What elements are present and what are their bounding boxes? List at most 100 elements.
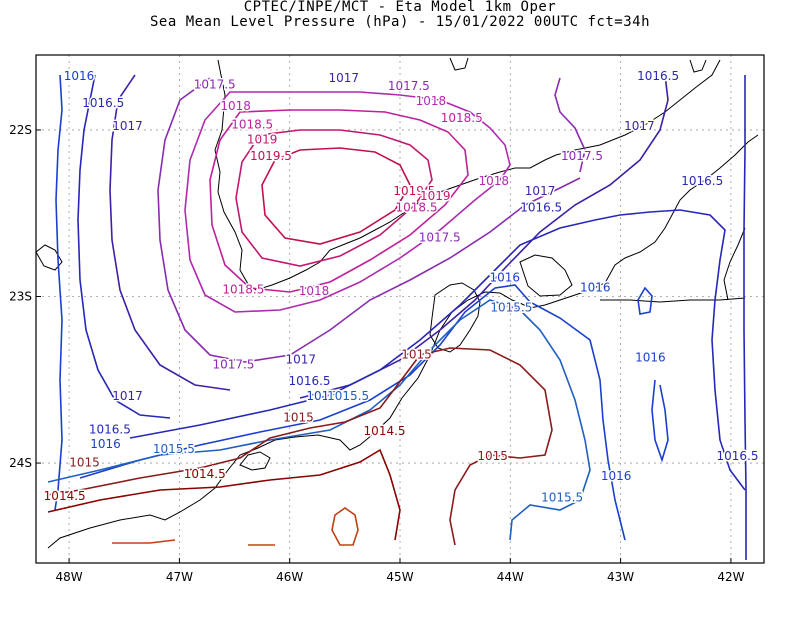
island-outline xyxy=(239,451,271,471)
contour-label-27: 1015.5 xyxy=(490,301,532,315)
contour-label-17: 1017 xyxy=(624,119,655,133)
contour-label-41: 1015 xyxy=(477,449,508,463)
contour-label-0: 1016 xyxy=(64,69,95,83)
contour-label-12: 1019.5 xyxy=(393,184,435,198)
north-border-b xyxy=(689,59,707,73)
contour-label-44: 1014.5 xyxy=(184,467,226,481)
contour-label-8: 1017 xyxy=(328,71,359,85)
x-tick-label-6: 42W xyxy=(717,570,744,584)
y-tick-label-0: 22S xyxy=(9,123,32,137)
contour-label-30: 1017.5 xyxy=(212,357,254,371)
inland-coast-north xyxy=(214,59,557,291)
coastline-rio xyxy=(544,134,759,306)
contour-label-18: 1016.5 xyxy=(637,69,679,83)
contour-label-36: 1015 xyxy=(283,411,314,425)
x-tick-label-5: 43W xyxy=(607,570,634,584)
isobar-1019 xyxy=(235,129,433,267)
gridlines xyxy=(36,55,764,563)
isobar-1014-5-loop xyxy=(331,507,359,546)
contour-label-23: 1018.5 xyxy=(222,282,264,296)
contour-label-43: 1015 xyxy=(69,456,100,470)
isobar-1017-5 xyxy=(157,77,581,363)
contour-label-39: 1016 xyxy=(90,437,121,451)
x-tick-label-1: 47W xyxy=(166,570,193,584)
chart-titles: CPTEC/INPE/MCT - Eta Model 1km Oper Sea … xyxy=(0,0,800,30)
isobar-1018 xyxy=(184,91,511,313)
map-frame xyxy=(35,54,765,564)
contour-label-42: 1016.5 xyxy=(717,449,759,463)
isobar-1016-west xyxy=(54,74,63,511)
isobar-1016-loop xyxy=(637,286,653,315)
contour-label-40: 1015.5 xyxy=(153,442,195,456)
contour-label-46: 1014.5 xyxy=(44,489,86,503)
east-state-border xyxy=(600,297,746,303)
contour-label-38: 1014.5 xyxy=(364,424,406,438)
x-axis-ticks: 48W 47W 46W 45W 44W 43W 42W xyxy=(56,558,745,584)
isobar-1015-5 xyxy=(47,299,591,541)
contour-label-47: 1015.5 xyxy=(541,491,583,505)
isobar-1015 xyxy=(47,347,553,546)
contour-label-2: 1017 xyxy=(112,119,143,133)
contour-label-7: 1019.5 xyxy=(250,149,292,163)
north-border-a xyxy=(449,57,469,71)
isobar-1016-inner xyxy=(651,379,669,463)
x-tick-label-4: 44W xyxy=(497,570,524,584)
contour-label-25: 1016 xyxy=(490,271,521,285)
y-tick-label-1: 23S xyxy=(9,290,32,304)
isobar-1016-5-west xyxy=(77,74,171,419)
contour-label-21: 1017.5 xyxy=(419,231,461,245)
isobar-1017-5-east xyxy=(554,77,586,173)
contour-label-11: 1018.5 xyxy=(441,111,483,125)
contour-label-6: 1019 xyxy=(247,132,278,146)
x-tick-label-3: 45W xyxy=(386,570,413,584)
contour-label-5: 1018.5 xyxy=(231,117,273,131)
isobar-1014-5-seg1 xyxy=(112,539,176,544)
x-tick-label-2: 46W xyxy=(276,570,303,584)
x-tick-label-0: 48W xyxy=(56,570,83,584)
isobar-1016-5-east xyxy=(129,209,746,491)
isobars xyxy=(47,74,747,560)
contour-label-19: 1017 xyxy=(525,184,556,198)
contour-label-1: 1016.5 xyxy=(82,96,124,110)
y-axis-ticks: 22S 23S 24S xyxy=(9,123,41,470)
contour-label-45: 1016 xyxy=(601,469,632,483)
isobar-1016-5-right xyxy=(743,75,747,560)
contour-label-24: 1018 xyxy=(299,284,330,298)
isobar-1016-east xyxy=(79,284,626,541)
bay-outline xyxy=(429,282,481,353)
contour-label-14: 1018.5 xyxy=(396,201,438,215)
contour-label-20: 1016.5 xyxy=(520,201,562,215)
chart-title: CPTEC/INPE/MCT - Eta Model 1km Oper xyxy=(243,0,557,15)
contour-label-13: 1019 xyxy=(420,189,451,203)
contour-label-9: 1017.5 xyxy=(388,79,430,93)
state-border xyxy=(555,59,721,156)
east-coast xyxy=(723,227,746,301)
contour-label-29: 1016 xyxy=(635,351,666,365)
isobar-1017-east xyxy=(299,74,669,399)
bay-inner xyxy=(519,254,573,297)
contour-label-26: 1016 xyxy=(580,281,611,295)
isobar-1018-5 xyxy=(209,109,469,293)
contour-label-37: 1016.5 xyxy=(89,422,131,436)
isobar-1017-west xyxy=(109,74,231,391)
contour-label-34: 1015.5 xyxy=(327,389,369,403)
contour-label-33: 1016 xyxy=(306,389,337,403)
contour-label-31: 1017 xyxy=(285,352,316,366)
west-inlet xyxy=(35,244,63,271)
contour-label-28: 1015 xyxy=(401,347,432,361)
isobar-1019-5 xyxy=(261,147,411,245)
contour-label-15: 1018 xyxy=(478,174,509,188)
chart-subtitle: Sea Mean Level Pressure (hPa) - 15/01/20… xyxy=(149,14,650,30)
contour-label-32: 1016.5 xyxy=(289,374,331,388)
contour-labels: 10161016.510171017.510181018.510191019.5… xyxy=(42,68,760,506)
contour-label-22: 1016.5 xyxy=(681,174,723,188)
contour-label-35: 1017 xyxy=(112,389,143,403)
coastline xyxy=(35,57,759,549)
contour-label-10: 1018 xyxy=(416,94,447,108)
contour-label-16: 1017.5 xyxy=(561,149,603,163)
isobar-1014-5 xyxy=(47,448,401,541)
y-tick-label-2: 24S xyxy=(9,456,32,470)
contour-label-3: 1017.5 xyxy=(194,77,236,91)
contour-label-4: 1018 xyxy=(220,99,251,113)
